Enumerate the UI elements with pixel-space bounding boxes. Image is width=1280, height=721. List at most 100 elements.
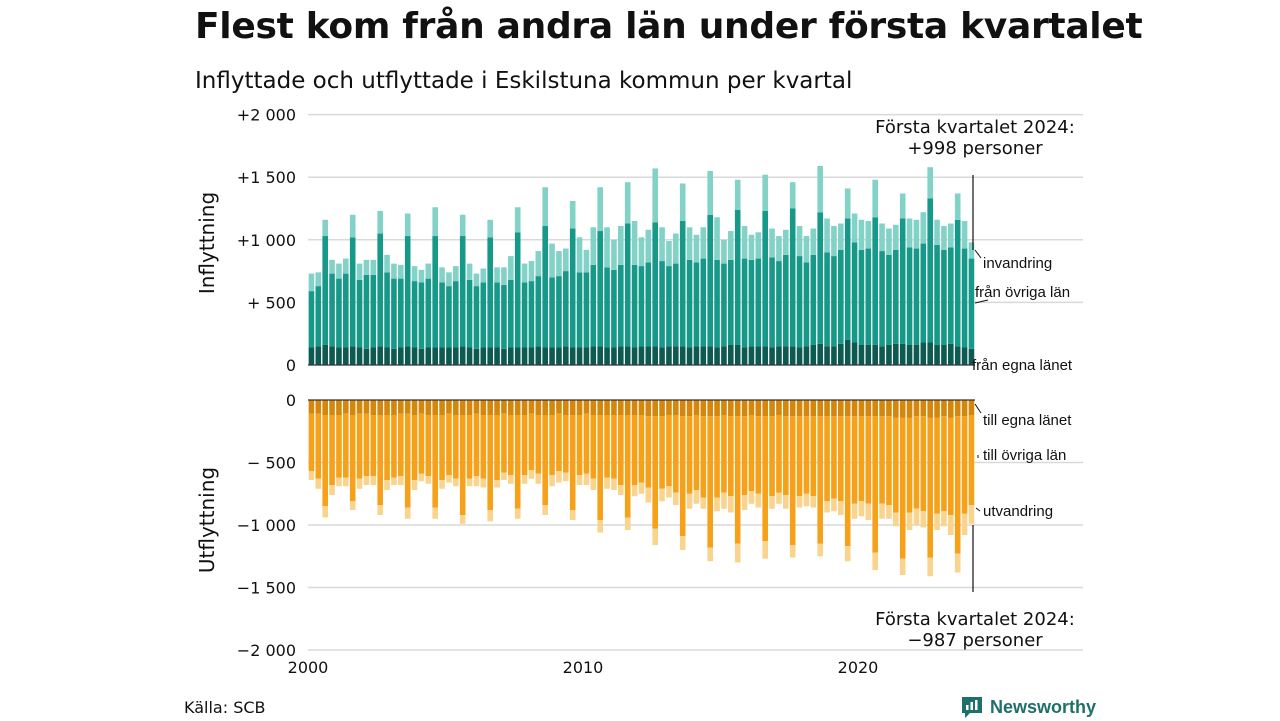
bar-segment — [941, 226, 947, 250]
bar-segment — [679, 536, 686, 550]
bar-segment — [549, 243, 555, 278]
bar-segment — [638, 415, 645, 483]
bar-segment — [851, 503, 858, 519]
bar-segment — [542, 415, 548, 505]
series-label-leader — [975, 507, 981, 512]
bar-segment — [755, 400, 762, 417]
bar-segment — [673, 263, 679, 347]
y-tick-label: −2 000 — [237, 641, 296, 660]
bar-segment — [432, 347, 438, 365]
bar-segment — [666, 400, 672, 415]
bar-segment — [913, 219, 920, 249]
bar-segment — [618, 264, 624, 347]
bar-segment — [920, 416, 927, 512]
bar-segment — [838, 501, 844, 515]
bar-segment — [714, 217, 720, 260]
bar-segment — [858, 501, 865, 517]
bar-segment — [686, 493, 693, 509]
bar-segment — [824, 218, 830, 253]
bar-segment — [831, 416, 837, 499]
bar-segment — [673, 400, 679, 415]
series-label: invandring — [983, 255, 1052, 272]
bar-segment — [638, 400, 645, 415]
bar-segment — [817, 543, 823, 557]
bar-segment — [755, 258, 762, 347]
bar-segment — [741, 416, 748, 495]
bar-segment — [886, 344, 892, 365]
bar-segment — [707, 214, 713, 347]
series-label: till egna länet — [983, 412, 1072, 429]
bar-segment — [624, 517, 631, 530]
grid-layer — [308, 113, 1083, 651]
bar-segment — [618, 485, 624, 495]
bar-segment — [899, 417, 906, 559]
bar-segment — [329, 415, 335, 485]
bar-segment — [508, 256, 514, 280]
bar-segment — [411, 347, 418, 365]
bar-segment — [425, 263, 432, 279]
bar-segment — [494, 415, 500, 480]
bar-segment — [686, 347, 693, 365]
bar-segment — [336, 347, 342, 365]
bar-segment — [569, 415, 576, 510]
bar-segment — [418, 400, 425, 414]
bar-segment — [631, 485, 638, 497]
bar-segment — [968, 258, 975, 349]
bar-segment — [666, 415, 672, 487]
bar-segment — [700, 227, 707, 259]
bar-segment — [349, 346, 356, 365]
bar-segment — [858, 400, 865, 417]
bar-segment — [659, 488, 665, 502]
bar-segment — [398, 400, 404, 414]
bar-segment — [508, 415, 514, 475]
bar-segment — [439, 400, 445, 415]
bar-segment — [473, 286, 480, 349]
bar-segment — [920, 212, 927, 244]
bar-segment — [611, 347, 617, 365]
brand-logo[interactable]: Newsworthy — [960, 693, 1096, 721]
bar-segment — [872, 344, 878, 365]
bar-segment — [528, 413, 535, 470]
bar-segment — [556, 413, 562, 472]
bar-segment — [638, 237, 645, 267]
bar-segment — [576, 237, 583, 273]
annotation-text: −987 personer — [907, 630, 1043, 651]
bar-segment — [535, 251, 542, 277]
bar-segment — [514, 400, 521, 415]
bar-segment — [789, 400, 796, 417]
bar-segment — [308, 471, 315, 480]
bar-segment — [315, 272, 322, 287]
bar-segment — [886, 400, 892, 417]
bar-segment — [769, 400, 775, 417]
bar-segment — [858, 344, 865, 365]
bar-segment — [831, 498, 837, 512]
bar-segment — [679, 221, 686, 347]
x-tick-label: 2010 — [563, 658, 604, 677]
bar-segment — [872, 552, 878, 570]
bar-segment — [776, 415, 782, 493]
bar-segment — [899, 218, 906, 344]
bar-segment — [824, 501, 830, 513]
bar-segment — [762, 211, 768, 347]
bar-segment — [734, 543, 741, 563]
bar-segment — [398, 264, 404, 279]
bar-segment — [803, 416, 810, 494]
bar-segment — [336, 477, 342, 487]
bar-segment — [604, 400, 610, 415]
bar-segment — [865, 503, 872, 520]
bar-segment — [721, 415, 727, 493]
bar-segment — [865, 416, 872, 504]
bar-segment — [439, 415, 445, 480]
bar-segment — [480, 268, 487, 283]
bar-segment — [762, 174, 768, 212]
bar-segment — [879, 400, 885, 417]
bar-segment — [893, 512, 899, 527]
bars-layer — [308, 165, 975, 577]
bar-segment — [659, 261, 665, 348]
bar-segment — [377, 233, 383, 347]
bar-segment — [604, 267, 610, 348]
bar-segment — [844, 218, 851, 340]
bar-segment — [370, 274, 377, 348]
bar-segment — [377, 400, 383, 415]
bar-segment — [748, 259, 755, 347]
